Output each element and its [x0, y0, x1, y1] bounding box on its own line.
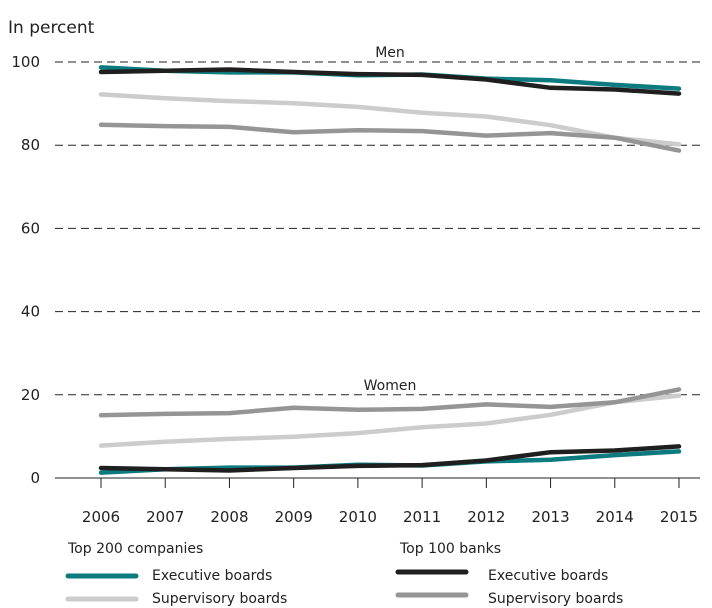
y-tick-label: 0	[30, 469, 40, 487]
y-unit-label: In percent	[8, 18, 95, 38]
x-tick-label: 2009	[275, 508, 313, 526]
x-tick-label: 2015	[660, 508, 698, 526]
y-tick-label: 40	[21, 303, 40, 321]
x-tick-label: 2010	[339, 508, 377, 526]
series-line-top-200-companies-supervisory-boards-men	[98, 92, 682, 147]
gridlines	[55, 61, 700, 479]
x-axis: 2006 2007 2008 2009 2010 2011 2012 2013 2014 2015	[82, 478, 698, 526]
x-tick-label: 2014	[596, 508, 634, 526]
legend: Top 200 companies Executive boards Supervi…	[65, 541, 623, 607]
x-tick-label: 2007	[146, 508, 184, 526]
series-lines	[98, 65, 682, 475]
x-tick-label: 2013	[531, 508, 569, 526]
legend-label: Executive boards	[488, 568, 608, 584]
legend-label: Supervisory boards	[488, 591, 623, 607]
x-tick-label: 2008	[210, 508, 248, 526]
x-tick-label: 2012	[467, 508, 505, 526]
y-axis: 0 20 40 60 80 100	[11, 53, 40, 487]
annotation-men: Men	[375, 45, 405, 61]
y-tick-label: 20	[21, 386, 40, 404]
legend-label: Supervisory boards	[152, 591, 287, 607]
series-line-top-100-banks-executive-boards-women	[98, 444, 682, 473]
annotations: Men Women	[364, 45, 417, 394]
legend-group-title: Top 200 companies	[67, 541, 203, 557]
x-tick-label: 2006	[82, 508, 120, 526]
series-line-top-100-banks-executive-boards-men	[98, 67, 682, 96]
series-line-top-200-companies-supervisory-boards-women	[98, 393, 682, 448]
legend-group-title: Top 100 banks	[399, 541, 501, 557]
series-line-top-100-banks-supervisory-boards-women	[98, 387, 682, 418]
y-tick-label: 100	[11, 53, 40, 71]
x-tick-label: 2011	[403, 508, 441, 526]
annotation-women: Women	[364, 378, 417, 394]
series-line-top-100-banks-supervisory-boards-men	[98, 122, 682, 153]
y-tick-label: 60	[21, 219, 40, 237]
legend-label: Executive boards	[152, 568, 272, 584]
y-tick-label: 80	[21, 136, 40, 154]
